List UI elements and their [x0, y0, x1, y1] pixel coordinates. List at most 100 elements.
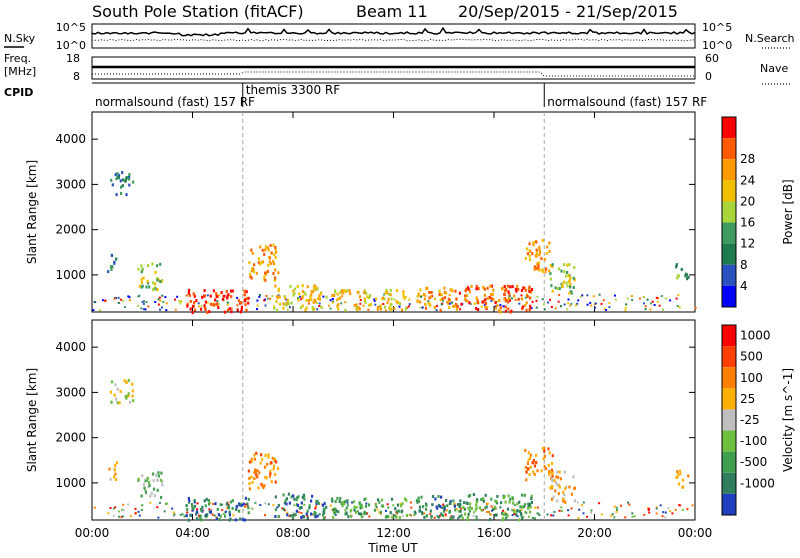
echo-cell: [333, 289, 337, 293]
echo-cell: [566, 284, 569, 288]
echo-cell: [255, 473, 258, 477]
echo-cell: [192, 292, 195, 296]
echo-cell: [454, 508, 457, 512]
echo-cell: [284, 303, 287, 307]
echo-cell: [193, 504, 196, 508]
cpid-label-segment: normalsound (fast) 157 RF: [95, 95, 255, 109]
echo-cell: [277, 515, 280, 519]
echo-cell: [646, 298, 649, 301]
echo-cell: [521, 493, 524, 497]
echo-cell: [527, 515, 530, 518]
echo-cell: [452, 499, 455, 503]
echo-cell: [528, 258, 532, 261]
echo-cell: [367, 308, 370, 311]
echo-cell: [340, 289, 344, 293]
echo-cell: [253, 477, 256, 480]
colorbar-swatch: [722, 493, 736, 515]
echo-cell: [109, 265, 113, 269]
echo-cell: [190, 503, 193, 506]
echo-cell: [285, 502, 288, 506]
echo-cell: [567, 298, 570, 301]
echo-cell: [655, 296, 658, 299]
echo-cell: [439, 308, 442, 312]
echo-cell: [203, 294, 207, 298]
echo-cell: [503, 285, 506, 289]
echo-cell: [164, 296, 167, 299]
echo-cell: [250, 276, 253, 280]
echo-cell: [530, 288, 534, 291]
echo-cell: [582, 512, 585, 515]
echo-cell: [263, 484, 266, 488]
echo-cell: [569, 276, 572, 280]
y-tick-label: 4000: [55, 132, 86, 146]
echo-cell: [300, 506, 303, 509]
echo-cell: [441, 299, 444, 302]
echo-cell: [512, 501, 515, 505]
echo-cell: [492, 507, 495, 511]
echo-cell: [508, 500, 511, 504]
echo-cell: [250, 269, 254, 273]
echo-cell: [472, 511, 475, 514]
colorbar-swatch: [722, 451, 736, 473]
echo-cell: [536, 469, 539, 473]
echo-cell: [147, 481, 151, 484]
echo-cell: [395, 300, 398, 304]
echo-cell: [363, 289, 366, 293]
echo-cell: [338, 500, 341, 503]
echo-cell: [680, 267, 683, 271]
echo-cell: [542, 457, 545, 461]
echo-cell: [511, 285, 514, 289]
plot-frame: [91, 319, 696, 521]
echo-cell: [359, 302, 362, 305]
echo-cell: [213, 514, 216, 517]
echo-cell: [301, 495, 304, 499]
echo-cell: [418, 505, 421, 509]
colorbar-swatch: [722, 264, 736, 286]
echo-cell: [424, 306, 428, 310]
echo-cell: [272, 504, 275, 507]
echo-cell: [286, 511, 289, 514]
echo-cell: [524, 256, 527, 260]
echo-cell: [186, 302, 189, 306]
echo-cell: [187, 518, 190, 522]
echo-cell: [567, 514, 570, 517]
echo-cell: [160, 471, 163, 475]
echo-cell: [256, 469, 259, 473]
echo-cell: [503, 292, 507, 296]
echo-cell: [439, 298, 442, 302]
echo-cell: [389, 288, 392, 292]
echo-cell: [231, 289, 234, 293]
echo-cell: [434, 297, 437, 300]
echo-cell: [469, 506, 471, 509]
echo-cell: [298, 292, 301, 296]
echo-cell: [676, 470, 679, 474]
echo-cell: [431, 503, 434, 507]
echo-cell: [605, 309, 608, 311]
echo-cell: [533, 472, 536, 476]
echo-cell: [256, 308, 258, 311]
echo-cell: [235, 505, 238, 509]
echo-cell: [374, 503, 377, 507]
echo-cell: [209, 294, 212, 298]
echo-cell: [577, 517, 580, 520]
echo-cell: [600, 513, 603, 516]
echo-cell: [429, 512, 432, 515]
echo-cell: [671, 512, 674, 515]
echo-cell: [316, 297, 320, 300]
echo-cell: [297, 511, 300, 514]
echo-cell: [331, 301, 334, 304]
echo-cell: [215, 303, 218, 306]
echo-cell: [292, 289, 295, 293]
echo-cell: [419, 306, 422, 309]
echo-cell: [144, 490, 147, 494]
echo-cell: [627, 501, 630, 504]
echo-cell: [316, 287, 319, 291]
echo-cell: [222, 513, 225, 515]
echo-cell: [507, 307, 510, 311]
echo-cell: [518, 302, 521, 305]
echo-cell: [264, 278, 267, 282]
echo-cell: [535, 461, 538, 465]
echo-cell: [405, 296, 407, 299]
echo-cell: [346, 504, 349, 507]
echo-cell: [224, 510, 227, 513]
